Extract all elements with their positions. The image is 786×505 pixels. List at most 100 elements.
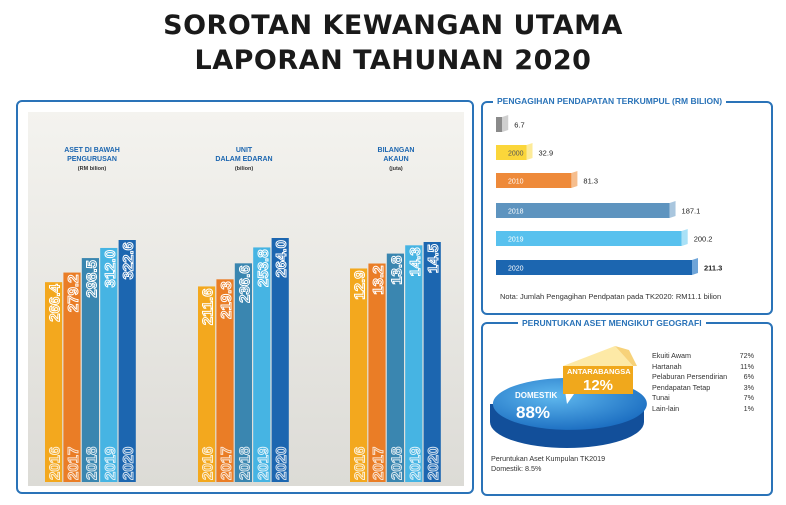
group-title: UNIT bbox=[236, 147, 253, 154]
rev-bar-year: 2000 bbox=[508, 151, 524, 158]
bar-year-label: 2016 bbox=[47, 447, 64, 480]
geo-panel-title: PERUNTUKAN ASET MENGIKUT GEOGRAFI bbox=[518, 318, 706, 328]
alloc-title: Peruntukan Aset Kumpulan TK2019 bbox=[491, 454, 606, 463]
bar-value-label: 322.6 bbox=[120, 242, 137, 280]
rev-bar-1990 bbox=[496, 117, 503, 132]
bar-year-label: 2017 bbox=[218, 447, 235, 480]
antarabangsa-wedge-side bbox=[563, 366, 633, 394]
rev-bar-2019 bbox=[496, 231, 682, 246]
group-unit: (juta) bbox=[389, 166, 403, 172]
group-title: AKAUN bbox=[383, 156, 408, 163]
antarabangsa-wedge-edge bbox=[615, 346, 637, 366]
legend-value: 7% bbox=[743, 393, 754, 403]
rev-bar-value: 81.3 bbox=[583, 177, 598, 186]
bar-2017 bbox=[368, 263, 386, 482]
bar-2020 bbox=[423, 242, 441, 482]
bar-year-label: 2020 bbox=[425, 447, 442, 480]
legend-label: Hartanah bbox=[652, 361, 682, 371]
bar-value-label: 264.0 bbox=[273, 240, 290, 278]
bar-2017 bbox=[216, 279, 234, 482]
bar-value-label: 253.8 bbox=[255, 249, 272, 287]
bar-value-label: 13.8 bbox=[388, 256, 405, 285]
bar-value-label: 211.6 bbox=[200, 288, 217, 325]
group-unit: (RM bilion) bbox=[78, 166, 107, 172]
rev-bar-2020 bbox=[496, 260, 692, 275]
bar-2016 bbox=[350, 268, 368, 482]
bar-2018 bbox=[234, 263, 252, 482]
bar-2018 bbox=[386, 253, 404, 482]
legend-label: Pendapatan Tetap bbox=[652, 382, 711, 392]
revenue-note: Nota: Jumlah Pengagihan Pendpatan pada T… bbox=[500, 292, 722, 301]
group-title: ASET DI BAWAH bbox=[64, 147, 120, 154]
bar-year-label: 2019 bbox=[102, 447, 119, 480]
bar-2018 bbox=[81, 258, 99, 482]
antarabangsa-label: ANTARABANGSA bbox=[567, 367, 631, 376]
page-title-line2: LAPORAN TAHUNAN 2020 bbox=[194, 45, 592, 76]
bar-value-label: 219.3 bbox=[218, 281, 235, 319]
domestik-label: DOMESTIK bbox=[515, 391, 557, 400]
bar-2016 bbox=[45, 282, 63, 482]
legend-row: Hartanah 11% bbox=[652, 362, 754, 373]
bar-2020 bbox=[271, 238, 289, 482]
rev-bar-year: 1990 bbox=[508, 123, 524, 130]
bar-value-label: 312.0 bbox=[102, 250, 119, 288]
legend-label: Lain-lain bbox=[652, 403, 680, 413]
legend-value: 1% bbox=[743, 403, 754, 413]
legend-row: Pendapatan Tetap 3% bbox=[652, 383, 754, 394]
rev-bar-2000 bbox=[496, 145, 527, 160]
bar-value-label: 266.4 bbox=[47, 284, 64, 322]
left-panel-frame bbox=[16, 100, 474, 494]
legend-row: Ekuiti Awam 72% bbox=[652, 351, 754, 362]
rev-bar-year: 2018 bbox=[508, 209, 524, 216]
group-title: DALAM EDARAN bbox=[215, 156, 272, 163]
legend-label: Ekuiti Awam bbox=[652, 351, 692, 360]
bar-year-label: 2016 bbox=[200, 447, 217, 480]
bar-year-label: 2017 bbox=[65, 447, 82, 480]
bar-2016 bbox=[198, 286, 216, 482]
rev-bar-tip bbox=[571, 171, 578, 188]
bar-value-label: 14.3 bbox=[407, 247, 424, 276]
bar-year-label: 2018 bbox=[236, 447, 253, 480]
group-unit: (bilion) bbox=[235, 166, 253, 172]
rev-bar-tip bbox=[526, 143, 533, 160]
geo-pie-chart: DOMESTIK 88% ANTARABANGSA 12% bbox=[490, 346, 647, 448]
page-title-line1: SOROTAN KEWANGAN UTAMA bbox=[163, 10, 623, 41]
legend-label: Pelaburan Persendirian bbox=[652, 372, 728, 382]
geo-legend: Ekuiti Awam 72% Hartanah 11% Pelaburan Per… bbox=[652, 351, 754, 415]
group-title: BILANGAN bbox=[378, 147, 415, 154]
rev-bar-value: 211.3 bbox=[704, 264, 722, 273]
bar-year-label: 2020 bbox=[273, 447, 290, 480]
bar-value-label: 236.6 bbox=[236, 265, 253, 303]
antarabangsa-wedge-top bbox=[563, 346, 633, 366]
rev-bar-tip bbox=[669, 201, 676, 218]
rev-bar-value: 187.1 bbox=[682, 207, 701, 216]
group-title: PENGURUSAN bbox=[67, 156, 117, 163]
bar-value-label: 14.5 bbox=[425, 244, 442, 273]
bar-year-label: 2018 bbox=[83, 447, 100, 480]
rev-bar-year: 2020 bbox=[508, 266, 524, 273]
rev-bar-year: 2019 bbox=[508, 237, 524, 244]
rev-bar-value: 200.2 bbox=[694, 235, 713, 244]
legend-row: Tunai 7% bbox=[652, 393, 754, 404]
revenue-panel-title: PENGAGIHAN PENDAPATAN TERKUMPUL (RM BILI… bbox=[493, 96, 727, 106]
bar-year-label: 2019 bbox=[255, 447, 272, 480]
legend-label: Tunai bbox=[652, 393, 670, 403]
legend-value: 6% bbox=[743, 372, 754, 382]
bar-value-label: 13.2 bbox=[370, 266, 387, 295]
rev-bar-value: 6.7 bbox=[514, 121, 524, 130]
key-metrics-bar-chart: ASET DI BAWAH PENGURUSAN (RM bilion) 266.4 2… bbox=[28, 112, 464, 486]
bar-value-label: 12.9 bbox=[352, 270, 369, 299]
rev-bar-year: 2010 bbox=[508, 179, 524, 186]
legend-value: 72% bbox=[739, 351, 754, 360]
bar-2019 bbox=[100, 247, 118, 482]
rev-bar-tip bbox=[692, 258, 698, 275]
bar-2020 bbox=[118, 240, 136, 482]
rev-bar-2010 bbox=[496, 173, 572, 188]
bar-year-label: 2020 bbox=[120, 447, 137, 480]
bar-2019 bbox=[253, 247, 271, 482]
bar-year-label: 2018 bbox=[388, 447, 405, 480]
bar-value-label: 298.5 bbox=[83, 260, 100, 298]
bar-year-label: 2019 bbox=[407, 447, 424, 480]
rev-bar-value: 32.9 bbox=[539, 149, 554, 158]
